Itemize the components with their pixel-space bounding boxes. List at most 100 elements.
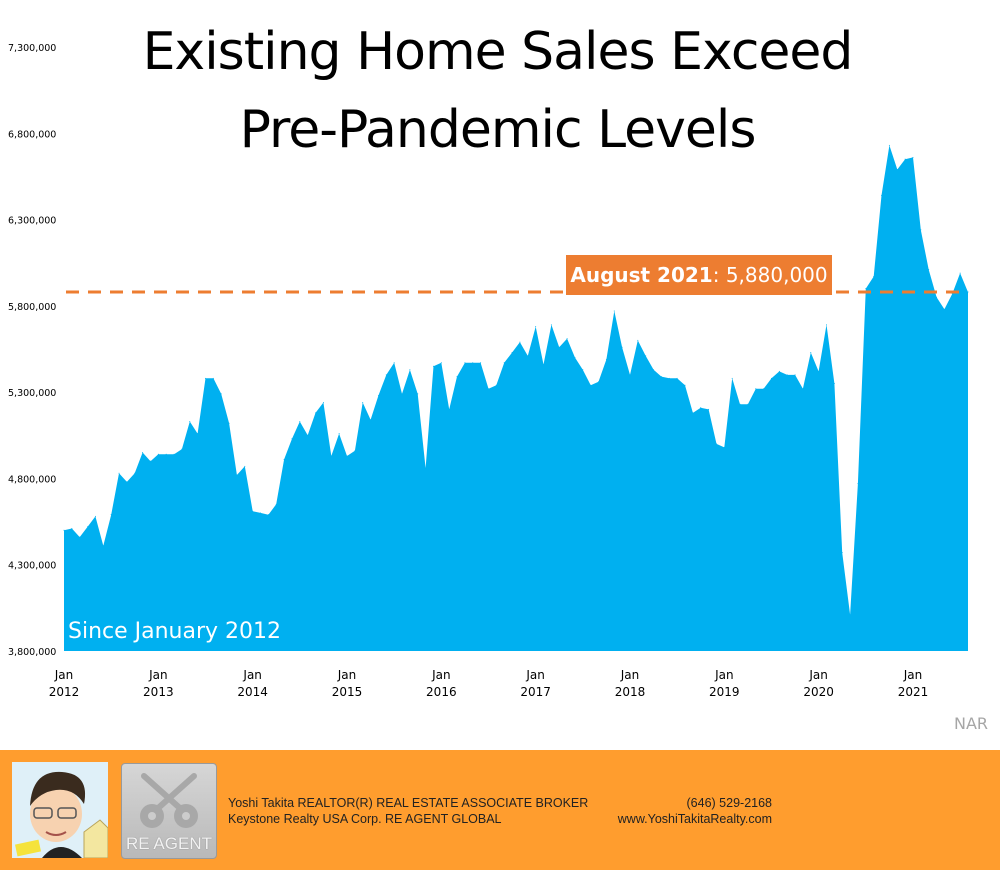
data-point <box>613 310 615 312</box>
data-point <box>448 408 450 410</box>
august-2021-callout: August 2021: 5,880,000 <box>566 255 832 295</box>
x-tick-month: Jan <box>431 668 451 682</box>
x-tick-month: Jan <box>148 668 168 682</box>
data-point <box>621 346 623 348</box>
data-point <box>676 377 678 379</box>
y-tick-label: 5,800,000 <box>8 302 56 313</box>
data-point <box>181 448 183 450</box>
data-point <box>244 465 246 467</box>
data-point <box>197 433 199 435</box>
data-point <box>841 552 843 554</box>
y-tick-label: 4,300,000 <box>8 561 56 572</box>
crossed-keys-icon <box>140 773 198 828</box>
agent-website-link[interactable]: www.YoshiTakitaRealty.com <box>617 812 772 826</box>
data-point <box>723 446 725 448</box>
data-point <box>165 453 167 455</box>
data-point <box>519 341 521 343</box>
data-point <box>157 453 159 455</box>
data-point <box>543 364 545 366</box>
data-point <box>865 288 867 290</box>
y-axis: 3,800,000 4,300,000 4,800,000 5,300,000 5,80… <box>8 43 56 658</box>
x-tick-year: 2016 <box>426 685 457 699</box>
data-point <box>881 194 883 196</box>
x-tick-month: Jan <box>54 668 74 682</box>
data-point <box>275 503 277 505</box>
data-point <box>943 308 945 310</box>
data-point <box>126 481 128 483</box>
data-point <box>330 455 332 457</box>
callout-value: : 5,880,000 <box>712 263 828 287</box>
data-point <box>527 355 529 357</box>
x-tick-year: 2020 <box>803 685 834 699</box>
data-point <box>755 388 757 390</box>
y-tick-label: 3,800,000 <box>8 647 56 658</box>
data-point <box>338 433 340 435</box>
data-point <box>849 614 851 616</box>
data-point <box>708 408 710 410</box>
x-axis: Jan 2012 Jan 2013 Jan 2014 Jan 2015 Jan 2016 Jan 20… <box>49 668 929 699</box>
y-tick-label: 7,300,000 <box>8 43 56 54</box>
data-point <box>425 467 427 469</box>
data-point <box>173 453 175 455</box>
re-agent-logo: RE AGENT <box>121 763 217 859</box>
source-label: NAR <box>953 714 988 733</box>
logo-text: RE AGENT <box>126 834 212 853</box>
caricature-icon <box>12 762 108 858</box>
data-point <box>574 357 576 359</box>
x-tick-month: Jan <box>903 668 923 682</box>
data-point <box>354 450 356 452</box>
x-tick-month: Jan <box>242 668 262 682</box>
data-point <box>79 536 81 538</box>
data-point <box>370 419 372 421</box>
data-point <box>959 272 961 274</box>
data-point <box>605 358 607 360</box>
data-point <box>204 377 206 379</box>
data-point <box>818 370 820 372</box>
data-point <box>236 474 238 476</box>
x-tick-year: 2015 <box>332 685 363 699</box>
callout-date: August 2021 <box>570 263 713 287</box>
sales-area <box>64 145 968 651</box>
data-point <box>87 526 89 528</box>
data-point <box>928 269 930 271</box>
x-tick-year: 2012 <box>49 685 80 699</box>
data-point <box>786 374 788 376</box>
agent-contact: (646) 529-2168 www.YoshiTakitaRealty.com <box>618 795 772 827</box>
data-point <box>291 438 293 440</box>
data-point <box>102 545 104 547</box>
data-point <box>299 420 301 422</box>
data-point <box>322 401 324 403</box>
data-point <box>307 434 309 436</box>
data-point <box>487 388 489 390</box>
data-point <box>590 384 592 386</box>
data-point <box>377 395 379 397</box>
agent-company: Keystone Realty USA Corp. RE AGENT GLOBA… <box>228 812 502 826</box>
footer: RE AGENT Yoshi Takita REALTOR(R) REAL ES… <box>0 750 1000 870</box>
data-point <box>802 388 804 390</box>
data-point <box>920 229 922 231</box>
since-annotation: Since January 2012 <box>68 619 282 644</box>
data-point <box>71 527 73 529</box>
data-point <box>440 362 442 364</box>
data-point <box>385 374 387 376</box>
agent-name-title: Yoshi Takita REALTOR(R) REAL ESTATE ASSO… <box>228 796 589 810</box>
data-point <box>550 324 552 326</box>
data-points <box>63 144 969 616</box>
data-point <box>660 376 662 378</box>
agent-info: Yoshi Takita REALTOR(R) REAL ESTATE ASSO… <box>228 795 588 827</box>
x-tick-year: 2017 <box>520 685 551 699</box>
data-point <box>401 393 403 395</box>
data-point <box>826 324 828 326</box>
area-chart: 3,800,000 4,300,000 4,800,000 5,300,000 5,80… <box>8 43 969 699</box>
data-point <box>747 403 749 405</box>
data-point <box>535 326 537 328</box>
x-tick-month: Jan <box>808 668 828 682</box>
data-point <box>315 412 317 414</box>
data-point <box>857 483 859 485</box>
data-point <box>149 460 151 462</box>
data-point <box>629 374 631 376</box>
data-point <box>637 339 639 341</box>
data-point <box>118 472 120 474</box>
data-point <box>142 452 144 454</box>
data-point <box>432 365 434 367</box>
